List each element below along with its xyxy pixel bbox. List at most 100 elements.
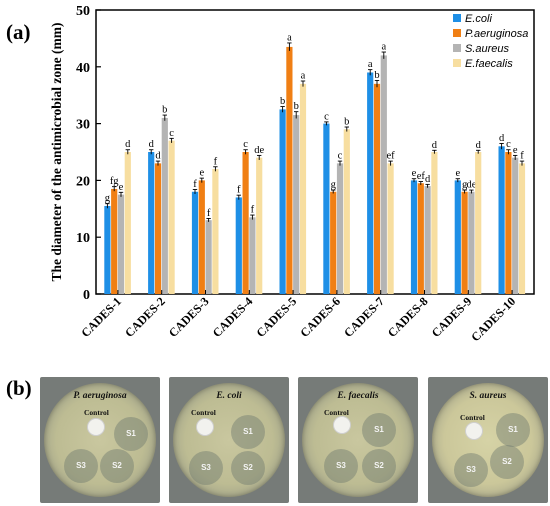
inhibition-zone-s1: [231, 415, 265, 449]
bar-e-faecalis: [124, 152, 131, 294]
panel-label-b: (b): [6, 376, 32, 400]
significance-label: b: [280, 96, 285, 107]
bar-e-coli: [191, 191, 199, 294]
bar-e-faecalis: [168, 140, 175, 294]
legend-label: E.faecalis: [465, 58, 513, 70]
significance-label: e: [119, 182, 124, 193]
inhibition-zone-s1: [362, 413, 396, 447]
plate-e-faecalis: E. faecalis Control S1 S2 S3: [298, 377, 418, 503]
significance-label: d: [476, 140, 482, 151]
disc-label-s2: S2: [502, 457, 512, 466]
control-disc: [334, 417, 350, 433]
bar-e-coli: [410, 180, 418, 294]
significance-label: a: [381, 42, 386, 53]
plate-p-aeruginosa: P. aeruginosa Control S1 S2 S3: [40, 377, 160, 503]
significance-label: c: [324, 111, 329, 122]
control-label: Control: [324, 408, 349, 417]
legend-label: S.aureus: [465, 43, 510, 55]
x-tick-label: CADES-7: [341, 294, 387, 340]
inhibition-zone-s2: [362, 449, 396, 483]
legend-label: P.aeruginosa: [465, 28, 528, 40]
significance-label: c: [169, 128, 174, 139]
significance-label: g: [105, 193, 111, 204]
disc-label-s2: S2: [112, 461, 122, 470]
x-tick-label: CADES-5: [253, 294, 299, 340]
bar-s-aureus: [336, 163, 344, 294]
disc-label-s3: S3: [336, 461, 346, 470]
petri-dish: [432, 383, 544, 497]
bar-s-aureus: [161, 117, 168, 294]
significance-label: f: [237, 185, 241, 196]
y-axis-label: The diameter of the antimicrobial zone (…: [49, 23, 64, 282]
bar-chart: 0 10 20 30 40 50 The diameter of the antimicro…: [49, 4, 535, 344]
y-tick-label: 50: [76, 4, 90, 19]
significance-label: d: [425, 174, 431, 185]
bar-e-coli: [279, 109, 286, 295]
plot-frame: [95, 9, 535, 295]
disc-label-s1: S1: [243, 427, 253, 436]
bar-s-aureus: [424, 186, 431, 294]
bar-p-aeruginosa: [461, 191, 468, 294]
bar-e-coli: [235, 197, 242, 294]
y-tick-label: 10: [76, 231, 90, 246]
significance-label: b: [162, 105, 167, 116]
y-tick-label: 40: [76, 61, 90, 76]
plate-title: E. coli: [216, 391, 242, 401]
significance-label: e: [513, 145, 518, 156]
bar-s-aureus: [117, 194, 125, 294]
disc-label-s2: S2: [374, 461, 384, 470]
bar-e-faecalis: [212, 169, 219, 294]
petri-dish: [44, 383, 156, 497]
y-tick-label: 30: [76, 118, 90, 133]
control-label: Control: [84, 408, 109, 417]
significance-label: de: [254, 145, 264, 156]
inhibition-zone-s3: [189, 451, 223, 485]
disc-label-s1: S1: [508, 425, 518, 434]
bar-e-faecalis: [343, 129, 350, 294]
significance-label: de: [466, 180, 476, 191]
disc-label-s3: S3: [201, 463, 211, 472]
significance-label: f: [207, 208, 211, 219]
bar-p-aeruginosa: [330, 191, 337, 294]
significance-label: fg: [110, 176, 119, 187]
petri-dish: [302, 383, 414, 497]
control-disc: [466, 423, 482, 439]
disc-label-s3: S3: [76, 461, 86, 470]
significance-label: c: [243, 139, 248, 150]
x-tick-label: CADES-6: [297, 294, 343, 340]
bar-e-faecalis: [256, 157, 263, 294]
legend-swatch: [453, 14, 461, 22]
significance-label: e: [412, 168, 417, 179]
bar-e-coli: [148, 152, 155, 294]
y-tick-label: 20: [76, 174, 90, 189]
significance-label: ef: [417, 171, 426, 182]
bar-p-aeruginosa: [505, 152, 512, 294]
x-tick-label: CADES-10: [468, 294, 518, 344]
bar-p-aeruginosa: [373, 83, 381, 294]
bar-s-aureus: [205, 220, 212, 294]
significance-label: f: [193, 179, 197, 190]
disc-label-s3: S3: [466, 465, 476, 474]
inhibition-zone-s3: [324, 449, 358, 483]
plate-title: S. aureus: [469, 391, 507, 401]
bar-e-coli: [498, 146, 505, 294]
bar-p-aeruginosa: [417, 183, 424, 294]
inhibition-zone-s2: [490, 445, 524, 479]
disc-label-s1: S1: [126, 429, 136, 438]
x-tick-label: CADES-8: [385, 294, 431, 340]
plate-s-aureus: S. aureus Control S1 S2 S3: [428, 377, 548, 503]
legend-swatch: [453, 59, 461, 67]
significance-label: g: [331, 180, 337, 191]
significance-label: d: [432, 140, 438, 151]
significance-label: f: [214, 156, 218, 167]
control-label: Control: [460, 413, 485, 422]
petri-dish: [173, 383, 285, 497]
control-label: Control: [191, 408, 216, 417]
bar-e-faecalis: [299, 83, 307, 294]
significance-label: f: [251, 205, 255, 216]
bar-s-aureus: [380, 55, 387, 294]
bar-s-aureus: [249, 217, 256, 294]
legend-swatch: [453, 44, 461, 52]
bar-e-faecalis: [475, 152, 482, 294]
significance-label: g: [462, 180, 468, 191]
